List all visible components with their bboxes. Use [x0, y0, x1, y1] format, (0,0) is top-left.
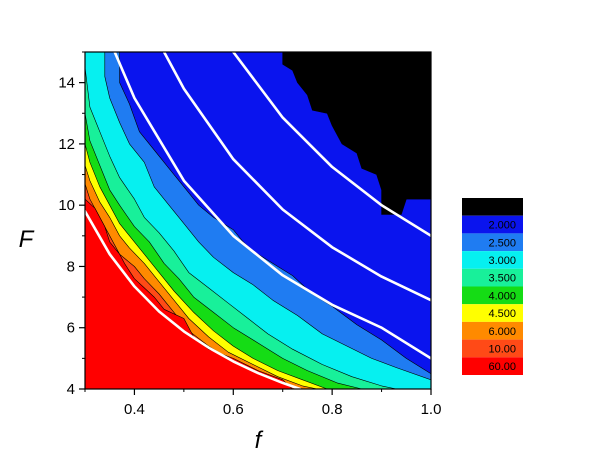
y-tick-label: 4 [67, 381, 75, 398]
legend-label-2-500: 2.500 [488, 237, 516, 249]
legend-label-6-000: 6.000 [488, 326, 516, 338]
legend-label-4-000: 4.000 [488, 290, 516, 302]
legend-swatch-3-000 [462, 251, 523, 269]
white-guide-curves [85, 52, 431, 389]
x-tick-label: 1.0 [421, 401, 442, 418]
legend-swatch-2-000 [462, 215, 523, 234]
legend-label-3-500: 3.500 [488, 273, 516, 285]
y-tick-label: 10 [58, 197, 75, 214]
white-curve-3 [162, 52, 431, 302]
legend-swatch-6-000 [462, 321, 523, 340]
legend-swatch-4-000 [462, 286, 523, 305]
white-curve-4 [232, 52, 431, 238]
legend-swatch-10-00 [462, 339, 523, 358]
x-tick-label: 0.6 [223, 401, 244, 418]
contour-region-60-00 [85, 198, 293, 389]
legend-label-1-000: 1.000 [488, 202, 516, 214]
legend-label-2-000: 2.000 [488, 220, 516, 232]
legend-swatch-2-500 [462, 233, 523, 252]
legend-label-10-00: 10.00 [488, 343, 516, 355]
contour-regions [85, 52, 431, 389]
x-tick-label: 0.8 [322, 401, 343, 418]
white-curve-1 [85, 210, 302, 389]
y-tick-label: 14 [58, 75, 75, 92]
legend-label-4-500: 4.500 [488, 308, 516, 320]
color-scale-legend: 1.000 2.000 2.500 3.000 3.500 4.000 4.500 6.000… [462, 198, 523, 375]
y-tick-label: 12 [58, 136, 75, 153]
legend-swatch-3-500 [462, 268, 523, 287]
legend-swatch-1-000 [462, 198, 523, 216]
contour-region-1-000 [282, 52, 431, 215]
y-tick-label: 6 [67, 320, 75, 337]
y-tick-label: 8 [67, 258, 75, 275]
x-tick-label: 0.4 [124, 401, 145, 418]
legend-swatch-4-500 [462, 304, 523, 322]
legend-swatch-60-00 [462, 357, 523, 375]
legend-label-60-00: 60.00 [488, 361, 516, 373]
axes: 0.4 0.6 0.8 1.0 4 6 8 10 12 14 [58, 51, 442, 418]
x-axis-label: f [255, 427, 264, 454]
white-curve-2 [113, 52, 431, 360]
legend-label-3-000: 3.000 [488, 255, 516, 267]
y-axis-label: F [19, 226, 35, 253]
plot-frame [84, 51, 432, 390]
